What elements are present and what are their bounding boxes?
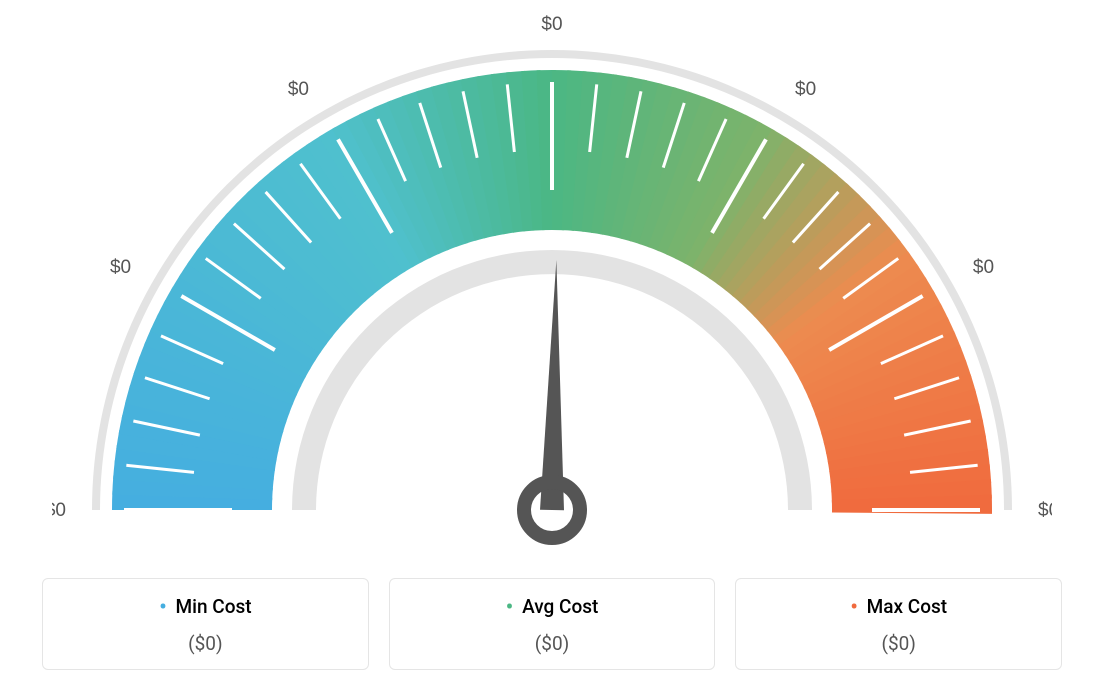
legend-card-min: • Min Cost ($0) (42, 578, 369, 670)
legend-row: • Min Cost ($0) • Avg Cost ($0) • Max Co… (42, 578, 1062, 670)
legend-title-max: • Max Cost (748, 595, 1049, 620)
gauge-svg: $0 $0 $0 $0 $0 $0 $0 (52, 10, 1052, 550)
gauge-needle (540, 260, 564, 510)
gauge-scale-label: $0 (110, 257, 131, 278)
legend-value-avg: ($0) (402, 632, 703, 655)
gauge-scale-label: $0 (52, 500, 66, 521)
gauge-scale-label: $0 (288, 79, 309, 100)
legend-title-min: • Min Cost (55, 595, 356, 620)
legend-dot-max: • (850, 595, 858, 620)
legend-label-max: Max Cost (867, 595, 947, 618)
legend-label-min: Min Cost (176, 595, 252, 618)
gauge-scale-label: $0 (973, 257, 994, 278)
gauge-scale-label: $0 (1038, 500, 1052, 521)
legend-dot-avg: • (506, 595, 514, 620)
legend-card-max: • Max Cost ($0) (735, 578, 1062, 670)
legend-title-avg: • Avg Cost (402, 595, 703, 620)
gauge-scale-label: $0 (795, 79, 816, 100)
gauge: $0 $0 $0 $0 $0 $0 $0 (52, 10, 1052, 550)
gauge-scale-label: $0 (541, 14, 562, 35)
legend-label-avg: Avg Cost (522, 595, 598, 618)
gauge-chart-container: $0 $0 $0 $0 $0 $0 $0 • Min Cost ($0) • Avg Cos… (0, 0, 1104, 690)
legend-dot-min: • (159, 595, 167, 620)
legend-value-min: ($0) (55, 632, 356, 655)
legend-card-avg: • Avg Cost ($0) (389, 578, 716, 670)
legend-value-max: ($0) (748, 632, 1049, 655)
